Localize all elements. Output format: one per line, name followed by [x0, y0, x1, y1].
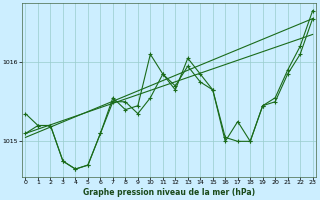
X-axis label: Graphe pression niveau de la mer (hPa): Graphe pression niveau de la mer (hPa)	[83, 188, 255, 197]
